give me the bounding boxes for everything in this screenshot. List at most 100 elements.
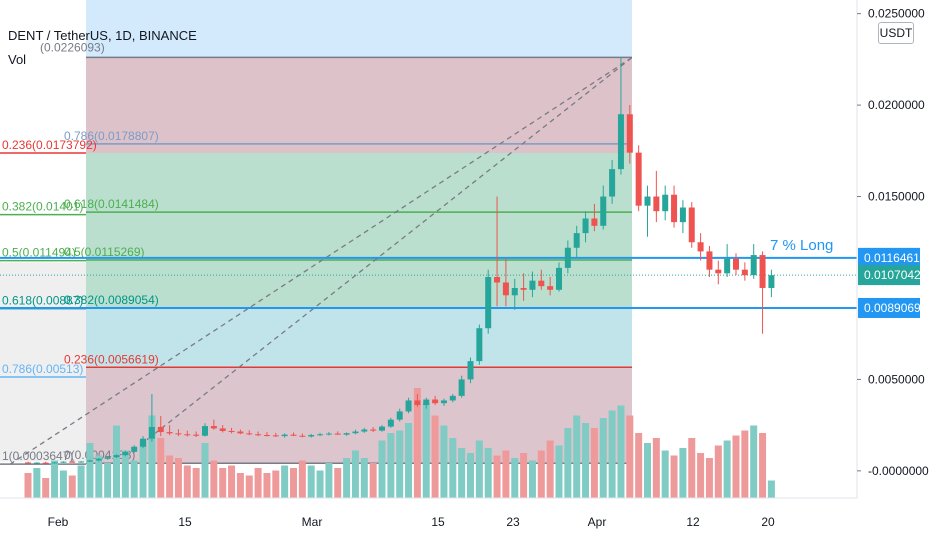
candle-body[interactable]	[122, 451, 129, 456]
candle-body[interactable]	[210, 426, 217, 429]
fib-label-right: 0.5(0.0115269)	[64, 245, 145, 259]
candle-body[interactable]	[573, 233, 580, 248]
volume-bar	[104, 463, 112, 498]
candle-body[interactable]	[405, 400, 412, 412]
candle-body[interactable]	[529, 280, 536, 290]
candle-body[interactable]	[387, 419, 394, 427]
candle-body[interactable]	[724, 258, 731, 274]
candle-body[interactable]	[582, 218, 589, 234]
candle-body[interactable]	[325, 433, 332, 435]
candle-body[interactable]	[679, 207, 686, 223]
fib-label-left: 0.382(0.01401)	[2, 200, 83, 214]
volume-bar	[281, 465, 289, 498]
candle-body[interactable]	[564, 247, 571, 268]
candle-body[interactable]	[538, 280, 545, 287]
price-tick-label: 0.0200000	[868, 98, 925, 112]
candle-body[interactable]	[219, 428, 226, 431]
candle-body[interactable]	[131, 446, 138, 452]
candle-body[interactable]	[255, 434, 262, 436]
candle-body[interactable]	[485, 277, 492, 329]
symbol-title: DENT / TetherUS, 1D, BINANCE	[8, 28, 197, 43]
candle-body[interactable]	[370, 429, 377, 431]
currency-button[interactable]: USDT	[878, 22, 914, 44]
candle-body[interactable]	[352, 431, 359, 434]
candle-body[interactable]	[184, 434, 191, 436]
candle-body[interactable]	[423, 399, 430, 406]
candle-body[interactable]	[228, 430, 235, 432]
candle-body[interactable]	[175, 433, 182, 435]
candle-body[interactable]	[502, 282, 509, 296]
candle-body[interactable]	[317, 434, 324, 436]
candle-body[interactable]	[379, 426, 385, 431]
candle-body[interactable]	[202, 426, 208, 436]
candle-body[interactable]	[33, 462, 40, 464]
volume-bar	[210, 460, 218, 498]
candle-body[interactable]	[697, 242, 704, 252]
volume-bar	[130, 460, 138, 498]
candle-body[interactable]	[157, 426, 164, 433]
candle-body[interactable]	[626, 114, 633, 153]
candle-body[interactable]	[343, 433, 350, 435]
candle-body[interactable]	[290, 434, 297, 436]
candle-body[interactable]	[520, 287, 527, 290]
candle-body[interactable]	[458, 379, 465, 396]
candle-body[interactable]	[237, 431, 244, 434]
candle-body[interactable]	[733, 258, 739, 270]
candle-body[interactable]	[308, 435, 315, 437]
candle-body[interactable]	[715, 269, 722, 274]
candle-body[interactable]	[600, 196, 607, 226]
candle-body[interactable]	[750, 255, 757, 276]
volume-bar	[714, 445, 722, 498]
candle-body[interactable]	[148, 426, 155, 439]
candle-body[interactable]	[396, 411, 403, 420]
candle-body[interactable]	[272, 435, 279, 437]
candle-body[interactable]	[688, 207, 695, 243]
candle-body[interactable]	[768, 275, 775, 288]
candle-body[interactable]	[449, 395, 456, 401]
candle-body[interactable]	[556, 267, 562, 290]
candle-body[interactable]	[113, 455, 120, 458]
candle-body[interactable]	[25, 462, 31, 464]
candle-body[interactable]	[662, 194, 669, 212]
date-tick-label: Mar	[302, 515, 323, 529]
candle-body[interactable]	[494, 277, 501, 283]
candle-body[interactable]	[246, 433, 253, 435]
candle-body[interactable]	[591, 218, 598, 226]
candle-body[interactable]	[414, 400, 421, 406]
candle-body[interactable]	[476, 328, 483, 362]
volume-bar	[422, 403, 430, 498]
candle-body[interactable]	[617, 114, 624, 170]
candle-body[interactable]	[511, 287, 518, 296]
candle-body[interactable]	[653, 196, 660, 212]
candle-body[interactable]	[281, 434, 288, 437]
fib-zone-lower	[86, 307, 632, 368]
candle-body[interactable]	[644, 196, 651, 206]
candle-body[interactable]	[51, 462, 58, 464]
candle-body[interactable]	[60, 461, 67, 463]
candle-body[interactable]	[635, 152, 642, 206]
candle-body[interactable]	[432, 399, 439, 404]
candle-body[interactable]	[741, 269, 748, 276]
candle-body[interactable]	[86, 460, 93, 462]
chart-legend: DENT / TetherUS, 1D, BINANCE Vol	[8, 24, 197, 72]
candle-body[interactable]	[69, 461, 76, 463]
candle-body[interactable]	[95, 458, 102, 461]
candle-body[interactable]	[104, 457, 111, 459]
candle-body[interactable]	[440, 400, 447, 404]
candle-body[interactable]	[759, 255, 766, 288]
candle-body[interactable]	[140, 438, 147, 447]
candle-body[interactable]	[334, 433, 341, 435]
candle-body[interactable]	[299, 435, 306, 437]
candle-body[interactable]	[42, 462, 49, 464]
candle-body[interactable]	[193, 434, 200, 436]
candle-body[interactable]	[263, 435, 270, 437]
candle-body[interactable]	[166, 432, 173, 434]
candle-body[interactable]	[361, 429, 368, 432]
candle-body[interactable]	[547, 286, 554, 290]
candle-body[interactable]	[671, 194, 678, 223]
candle-body[interactable]	[609, 169, 616, 197]
candle-body[interactable]	[78, 461, 85, 463]
candle-body[interactable]	[467, 361, 474, 380]
candle-body[interactable]	[706, 251, 713, 270]
